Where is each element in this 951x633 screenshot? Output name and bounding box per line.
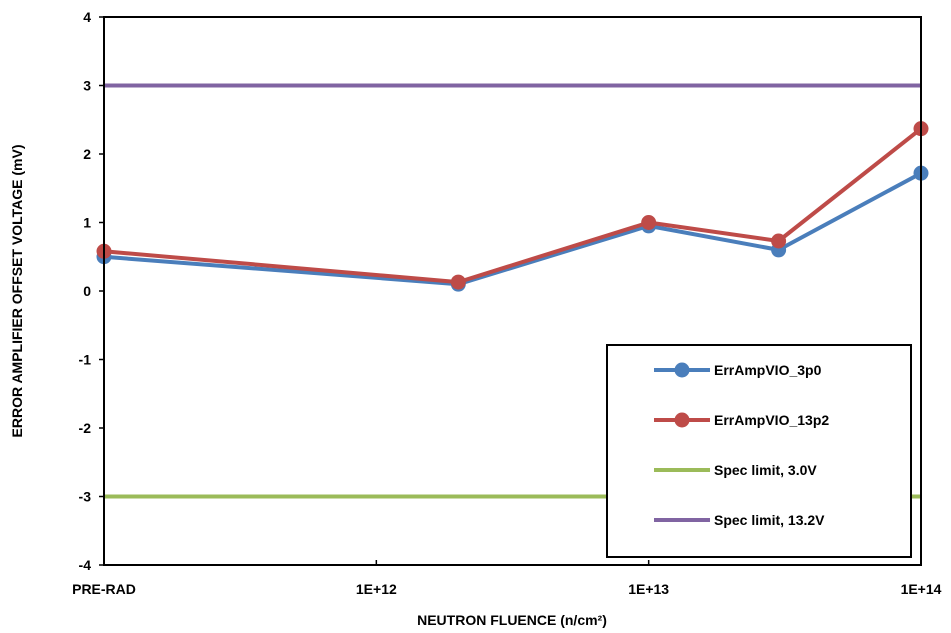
y-tick-label: -1 — [79, 352, 92, 368]
legend-swatch-marker — [674, 412, 690, 428]
y-tick-label: 2 — [83, 146, 91, 162]
series-2-point-2 — [450, 274, 466, 290]
plot-layer — [96, 83, 929, 499]
axis-layer: -4 -3 -2 -1 0 1 2 3 4 PRE-RAD 1E+12 1E+13 1E+14 — [72, 9, 942, 597]
x-axis-title: NEUTRON FLUENCE (n/cm²) — [417, 612, 607, 628]
legend-swatch-marker — [674, 362, 690, 378]
y-tick-label: 1 — [83, 215, 91, 231]
x-tick-label: 1E+12 — [356, 581, 397, 597]
y-tick-label: -3 — [79, 489, 92, 505]
series-2-line — [103, 127, 923, 285]
x-tick-label: 1E+13 — [628, 581, 669, 597]
y-tick-label: 4 — [83, 9, 91, 25]
series-2-point-3 — [641, 215, 657, 230]
y-tick-label: -4 — [79, 557, 92, 573]
legend-label: Spec limit, 3.0V — [714, 462, 817, 478]
y-axis-title: ERROR AMPLIFIER OFFSET VOLTAGE (mV) — [9, 145, 25, 438]
x-tick-label: PRE-RAD — [72, 581, 136, 597]
legend-label: ErrAmpVIO_3p0 — [714, 362, 822, 378]
series-1-line — [103, 171, 922, 287]
x-tick-label: 1E+14 — [901, 581, 942, 597]
y-tick-label: 0 — [83, 283, 91, 299]
legend-label: Spec limit, 13.2V — [714, 512, 825, 528]
legend: ErrAmpVIO_3p0 ErrAmpVIO_13p2 Spec limit, 3… — [606, 344, 912, 558]
series-2-point-4 — [771, 233, 787, 249]
legend-label: ErrAmpVIO_13p2 — [714, 412, 829, 428]
y-tick-label: -2 — [79, 420, 92, 436]
y-tick-label: 3 — [83, 78, 91, 94]
